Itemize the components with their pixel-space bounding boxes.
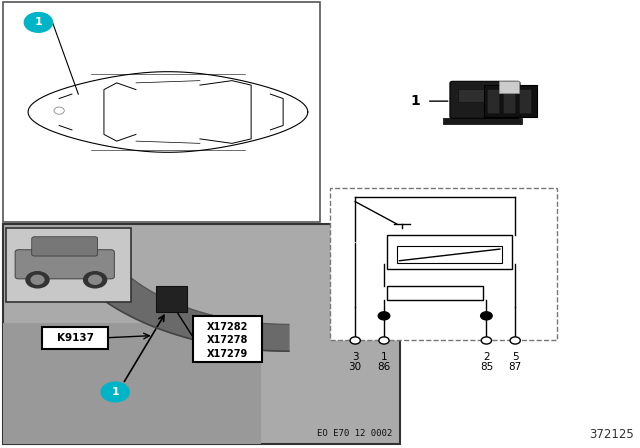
Bar [499,81,519,93]
Bar [504,90,515,113]
Text: 3: 3 [352,352,358,362]
Bar [443,118,522,124]
FancyBboxPatch shape [458,89,519,102]
Text: 86: 86 [378,362,390,372]
Text: 1: 1 [381,352,387,362]
Text: EO E70 12 0002: EO E70 12 0002 [317,429,392,438]
Bar [520,90,531,113]
FancyBboxPatch shape [156,286,187,312]
Text: 1: 1 [35,17,42,27]
Text: 372125: 372125 [589,428,634,441]
Bar [3,323,261,444]
Text: 5: 5 [512,352,518,362]
Circle shape [31,275,44,284]
FancyBboxPatch shape [15,250,115,279]
Circle shape [24,13,52,32]
Circle shape [379,337,389,344]
Text: 2: 2 [483,352,490,362]
Bar [397,246,502,263]
Circle shape [481,312,492,320]
Bar [3,2,320,222]
Text: 1: 1 [111,387,119,397]
FancyBboxPatch shape [193,316,262,362]
Circle shape [481,337,492,344]
FancyBboxPatch shape [450,82,520,118]
Circle shape [54,107,64,114]
Circle shape [101,382,129,402]
Circle shape [26,271,49,288]
Bar [6,228,131,302]
Polygon shape [54,237,289,351]
Circle shape [84,271,107,288]
FancyBboxPatch shape [42,327,108,349]
Bar [330,188,557,340]
Bar [387,235,512,269]
Bar [387,286,483,300]
Text: X17282: X17282 [207,322,248,332]
Text: X17278: X17278 [207,336,248,345]
Text: 1: 1 [410,94,420,108]
Circle shape [89,275,102,284]
Circle shape [510,337,520,344]
Text: 30: 30 [349,362,362,372]
Circle shape [350,337,360,344]
Circle shape [378,312,390,320]
FancyBboxPatch shape [32,237,98,256]
Text: X17279: X17279 [207,349,248,359]
Text: 85: 85 [480,362,493,372]
Text: K9137: K9137 [57,333,93,343]
Bar [488,90,499,113]
FancyBboxPatch shape [484,85,538,117]
Text: 87: 87 [509,362,522,372]
Bar [3,224,400,444]
